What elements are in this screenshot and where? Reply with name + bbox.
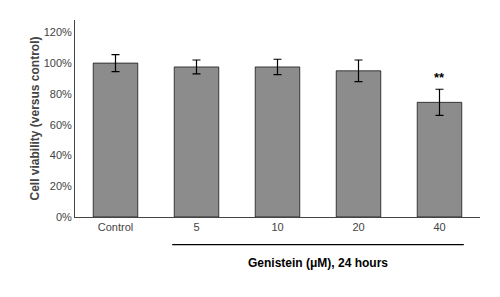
svg-text:80%: 80% (50, 88, 72, 100)
svg-text:10: 10 (271, 221, 283, 233)
svg-text:20: 20 (352, 221, 364, 233)
svg-text:**: ** (434, 70, 445, 85)
svg-text:5: 5 (193, 221, 199, 233)
svg-text:100%: 100% (44, 57, 72, 69)
svg-text:40%: 40% (50, 149, 72, 161)
svg-text:Cell viability (versus control: Cell viability (versus control) (28, 36, 42, 200)
svg-text:Genistein (μM), 24 hours: Genistein (μM), 24 hours (248, 256, 388, 270)
svg-text:60%: 60% (50, 119, 72, 131)
svg-text:Control: Control (98, 221, 133, 233)
svg-text:20%: 20% (50, 180, 72, 192)
svg-text:120%: 120% (44, 26, 72, 38)
svg-text:0%: 0% (56, 211, 72, 223)
svg-text:40: 40 (433, 221, 445, 233)
